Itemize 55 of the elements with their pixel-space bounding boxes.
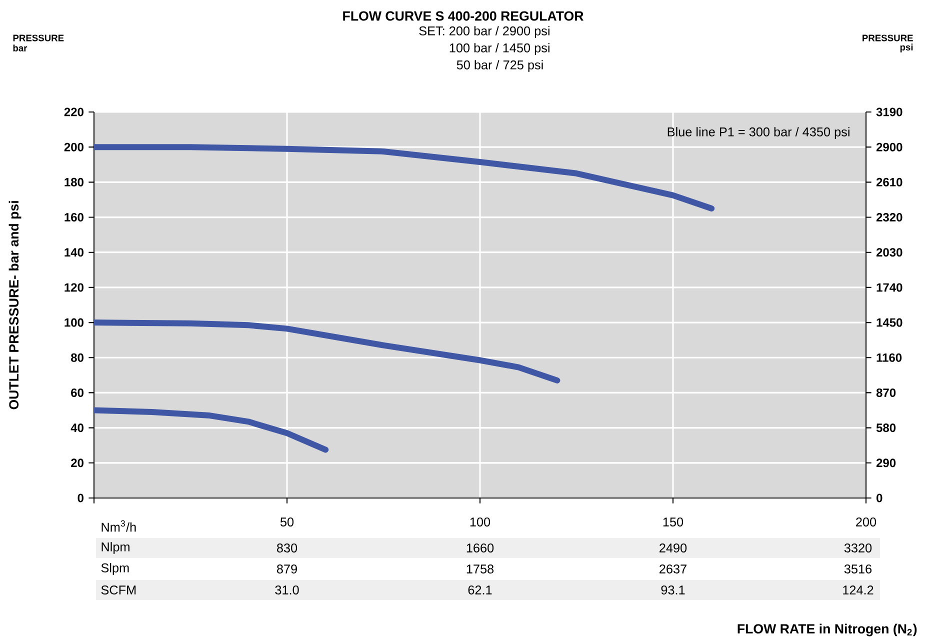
x-tick-label: 50 — [280, 518, 294, 526]
y-tick-label: 60 — [71, 388, 84, 397]
text: SCFM — [101, 586, 136, 594]
y-tick-label: 40 — [70, 424, 84, 432]
y2-tick-label: 2610 — [876, 178, 902, 186]
y2-tick-label: 2030 — [876, 248, 902, 257]
x-tick-label: 100 — [470, 518, 490, 526]
y-tick-label: 20 — [71, 458, 84, 468]
text: 3516 — [844, 564, 872, 574]
text: PRESSURE — [13, 34, 64, 42]
text: 3320 — [844, 544, 872, 552]
y-tick-label: 80 — [70, 353, 84, 362]
y2-tick-label: 870 — [876, 388, 896, 397]
y-tick-label: 0 — [78, 494, 84, 502]
text: 2637 — [660, 564, 686, 574]
y-tick-label: 200 — [64, 142, 84, 152]
text: 100 bar / 1450 psi — [450, 43, 550, 55]
text: bar — [13, 44, 28, 52]
y2-tick-label: 580 — [876, 424, 896, 432]
y-tick-label: 160 — [64, 213, 84, 222]
text: Slpm — [101, 563, 129, 575]
chart-title: FLOW CURVE S 400-200 REGULATOR — [343, 11, 584, 21]
text: Nm$^{3}$/h — [102, 520, 136, 532]
y2-tick-label: 3190 — [876, 108, 902, 116]
y-tick-label: 120 — [64, 283, 84, 292]
y-tick-label: 180 — [64, 178, 84, 186]
y2-tick-label: 2320 — [876, 213, 902, 222]
y2-tick-label: 0 — [876, 494, 882, 502]
y2-tick-label: 1450 — [876, 318, 902, 327]
chart-subtitle: SET: 200 bar / 2900 psi — [419, 26, 550, 38]
text: FLOW RATE in Nitrogen (N$_{2}$) — [738, 624, 917, 636]
text: 1758 — [466, 564, 494, 574]
text: 2490 — [660, 544, 687, 552]
text: 124.2 — [843, 586, 874, 594]
y-tick-label: 220 — [64, 108, 84, 116]
text: 830 — [276, 544, 298, 552]
y2-tick-label: 290 — [876, 458, 896, 468]
annotation: Blue line P1 = 300 bar / 4350 psi — [668, 127, 850, 139]
text: 31.0 — [275, 586, 299, 594]
x-tick-label: 150 — [663, 518, 684, 526]
x-tick-label: 200 — [856, 518, 876, 526]
text: PRESSURE — [862, 34, 913, 42]
text: 1660 — [466, 544, 494, 552]
text: psi — [900, 44, 913, 52]
y2-tick-label: 2900 — [876, 142, 902, 152]
text: 93.1 — [661, 586, 685, 594]
y-axis-title: OUTLET PRESSURE- bar and psi — [8, 201, 22, 410]
y2-tick-label: 1740 — [876, 283, 902, 292]
text: 50 bar / 725 psi — [456, 60, 543, 72]
text: Nlpm — [102, 542, 130, 554]
y-tick-label: 140 — [64, 248, 84, 257]
y-tick-label: 100 — [64, 318, 84, 327]
y2-tick-label: 1160 — [876, 353, 902, 362]
text: 879 — [276, 564, 297, 574]
text: 62.1 — [468, 586, 492, 594]
